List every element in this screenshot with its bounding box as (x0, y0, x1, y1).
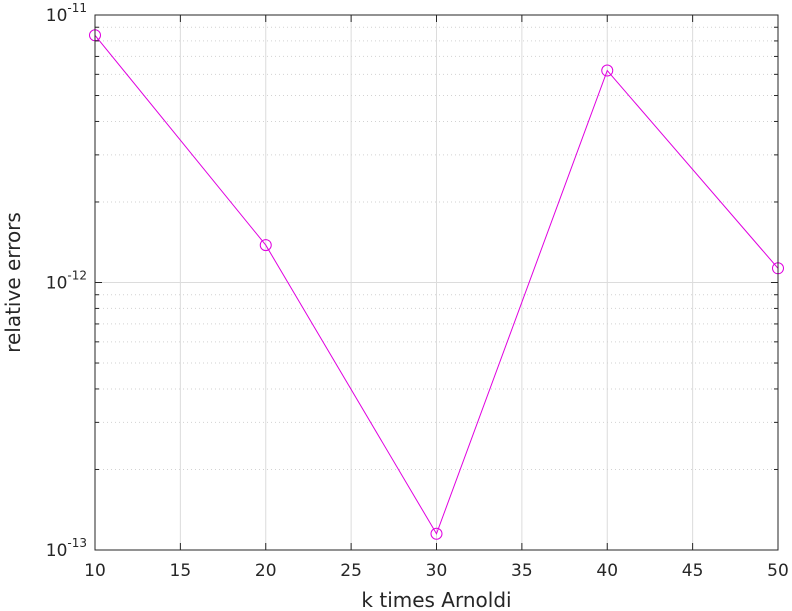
data-point-marker (430, 527, 443, 540)
y-tick-label: 10-13 (46, 536, 87, 561)
x-tick-label: 50 (767, 561, 789, 581)
x-tick-label: 25 (340, 561, 362, 581)
y-tick-label: 10-12 (46, 269, 87, 294)
y-tick-label: 10-11 (46, 1, 87, 26)
x-tick-label: 45 (682, 561, 704, 581)
x-tick-label: 15 (170, 561, 192, 581)
x-tick-label: 10 (84, 561, 106, 581)
ticks: 10 15 20 25 30 35 40 45 50 10-13 10-12 10-11 (46, 1, 789, 581)
data-point-marker (259, 239, 272, 252)
data-point-marker (601, 64, 614, 77)
x-axis-label: k times Arnoldi (361, 588, 511, 611)
x-tick-label: 30 (426, 561, 448, 581)
x-tick-label: 40 (596, 561, 618, 581)
x-tick-label: 20 (255, 561, 277, 581)
y-axis-label: relative errors (1, 212, 25, 353)
grid (94, 14, 779, 551)
series-line (94, 34, 779, 535)
x-tick-label: 35 (511, 561, 533, 581)
